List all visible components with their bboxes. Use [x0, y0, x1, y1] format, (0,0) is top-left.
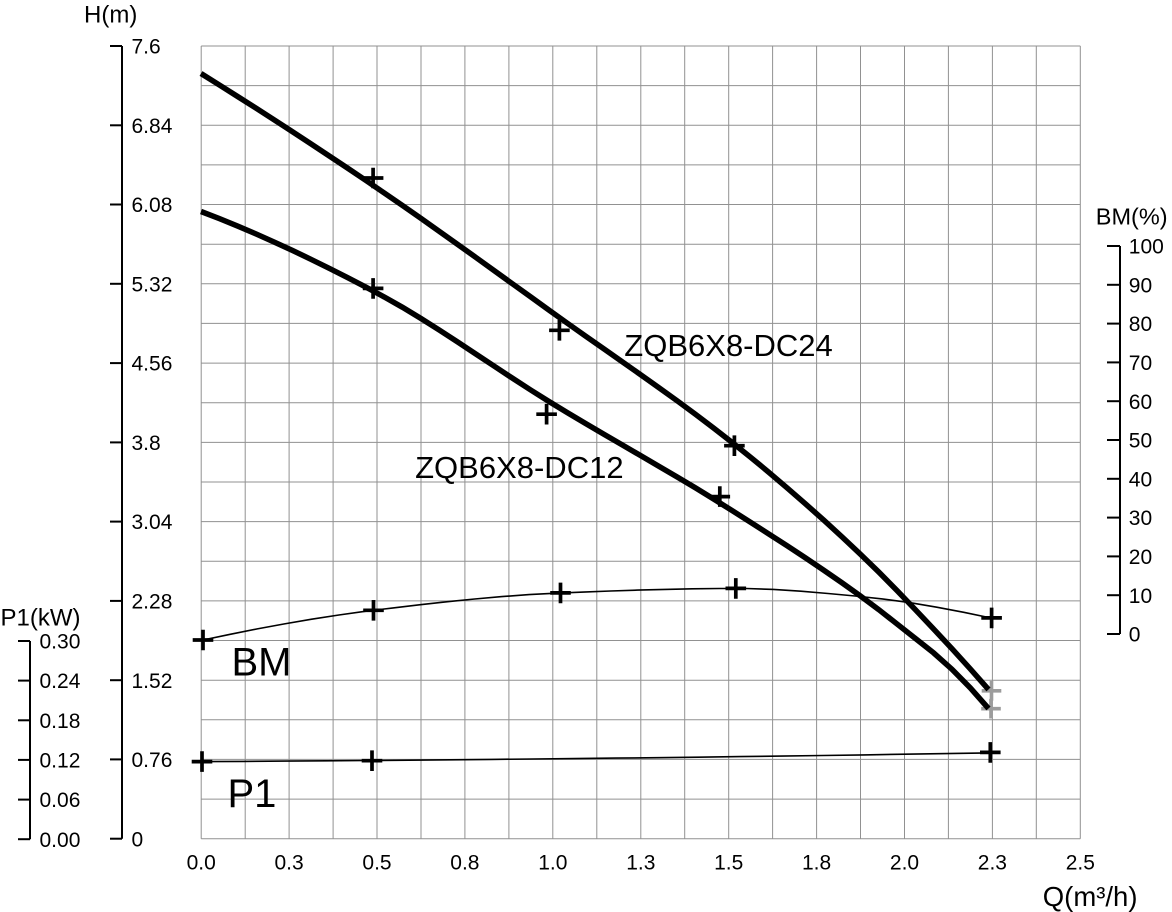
svg-text:Q(m³/h): Q(m³/h) — [1043, 881, 1138, 912]
svg-text:P1(kW): P1(kW) — [1, 605, 81, 632]
svg-text:0.00: 0.00 — [40, 829, 81, 852]
svg-text:70: 70 — [1129, 352, 1152, 375]
svg-text:0.0: 0.0 — [187, 851, 216, 874]
svg-text:80: 80 — [1129, 313, 1152, 336]
svg-text:90: 90 — [1129, 274, 1152, 297]
svg-text:40: 40 — [1129, 468, 1152, 491]
svg-text:0.18: 0.18 — [40, 710, 81, 733]
svg-text:3.04: 3.04 — [132, 511, 173, 534]
svg-text:0.06: 0.06 — [40, 789, 81, 812]
svg-text:0.12: 0.12 — [40, 750, 81, 773]
svg-text:0.24: 0.24 — [40, 670, 81, 693]
svg-text:0: 0 — [1129, 624, 1141, 647]
svg-text:1.0: 1.0 — [538, 851, 567, 874]
svg-text:0: 0 — [132, 828, 144, 851]
svg-text:ZQB6X8-DC24: ZQB6X8-DC24 — [624, 328, 832, 363]
svg-text:0.5: 0.5 — [362, 851, 391, 874]
svg-text:0.30: 0.30 — [40, 631, 81, 654]
svg-text:6.84: 6.84 — [132, 115, 173, 138]
svg-text:100: 100 — [1129, 236, 1164, 259]
svg-text:0.3: 0.3 — [274, 851, 303, 874]
svg-text:2.5: 2.5 — [1066, 851, 1095, 874]
svg-text:BM: BM — [232, 641, 292, 685]
svg-text:1.8: 1.8 — [802, 851, 831, 874]
svg-text:2.28: 2.28 — [132, 591, 173, 614]
svg-text:6.08: 6.08 — [132, 194, 173, 217]
svg-text:0.8: 0.8 — [450, 851, 479, 874]
svg-text:20: 20 — [1129, 546, 1152, 569]
svg-text:0.76: 0.76 — [132, 749, 173, 772]
svg-text:60: 60 — [1129, 391, 1152, 414]
svg-text:3.8: 3.8 — [132, 432, 161, 455]
svg-text:ZQB6X8-DC12: ZQB6X8-DC12 — [415, 450, 623, 485]
svg-text:2.3: 2.3 — [978, 851, 1007, 874]
svg-text:30: 30 — [1129, 507, 1152, 530]
svg-text:7.6: 7.6 — [132, 36, 161, 59]
svg-text:10: 10 — [1129, 585, 1152, 608]
svg-text:1.5: 1.5 — [714, 851, 743, 874]
svg-text:BM(%): BM(%) — [1096, 204, 1168, 230]
svg-text:1.52: 1.52 — [132, 670, 173, 693]
svg-text:5.32: 5.32 — [132, 273, 173, 296]
svg-text:1.3: 1.3 — [626, 851, 655, 874]
svg-text:2.0: 2.0 — [890, 851, 919, 874]
svg-text:P1: P1 — [228, 772, 277, 816]
svg-text:H(m): H(m) — [84, 1, 137, 28]
svg-text:4.56: 4.56 — [132, 353, 173, 376]
svg-text:50: 50 — [1129, 430, 1152, 453]
